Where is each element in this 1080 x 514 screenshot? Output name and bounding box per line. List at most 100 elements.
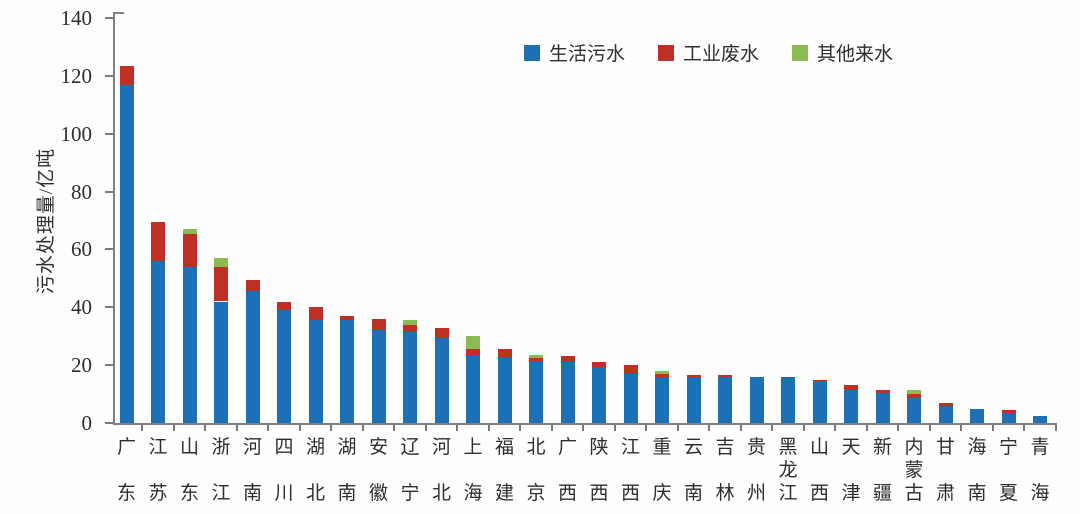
x-category-char: 北: [305, 483, 325, 504]
bar-segment-福建-工业废水: [497, 349, 512, 358]
x-category-label: 重庆: [651, 438, 673, 504]
y-tick-label: 100: [60, 121, 93, 146]
x-category-char: 北: [526, 437, 546, 458]
x-axis-line: [113, 423, 1057, 425]
x-category-char: 广: [116, 437, 136, 458]
x-category-char: 湖: [305, 437, 325, 458]
x-tick: [550, 425, 553, 431]
bar-segment-黑龙江-生活污水: [781, 378, 795, 423]
x-category-label: 新疆: [872, 438, 894, 504]
y-tick-label: 40: [71, 295, 92, 320]
x-category-char: 夏: [998, 483, 1018, 504]
bar-segment-广东-生活污水: [119, 84, 134, 423]
x-category-char: 山: [809, 437, 829, 458]
bar-segment-内蒙古-其他来水: [907, 389, 921, 395]
bar-segment-安徽-工业废水: [371, 318, 386, 331]
x-category-label: 河南: [242, 438, 264, 504]
x-category-label: 北京: [525, 438, 547, 504]
bar-segment-海南-生活污水: [970, 408, 984, 423]
bar-segment-天津-生活污水: [844, 389, 858, 423]
x-category-label: 湖北: [305, 438, 327, 504]
bar-segment-江苏-生活污水: [151, 261, 165, 423]
bar-segment-青海-生活污水: [1033, 415, 1047, 423]
bar-segment-浙江-工业废水: [214, 266, 228, 302]
x-tick: [456, 425, 459, 431]
x-category-char: 辽: [400, 437, 420, 458]
y-tick: [105, 248, 113, 251]
x-category-char: 川: [274, 483, 294, 504]
x-category-char: 河: [431, 437, 451, 458]
y-tick: [105, 17, 113, 19]
bar-segment-辽宁-其他来水: [403, 320, 417, 325]
bar-segment-上海-工业废水: [466, 349, 480, 355]
bar-segment-重庆-生活污水: [655, 376, 669, 423]
x-category-char: 宁: [400, 483, 420, 504]
x-category-label: 江西: [620, 438, 642, 504]
legend-swatch-icon: [658, 44, 674, 61]
x-category-label: 广东: [116, 438, 138, 504]
x-category-label: 山东: [179, 438, 201, 504]
x-category-label: 安徽: [368, 438, 390, 504]
bar-segment-湖北-生活污水: [308, 320, 323, 423]
x-category-char: 天: [841, 437, 861, 458]
x-tick: [393, 425, 396, 431]
x-category-label: 广西: [557, 438, 579, 504]
bar-segment-广西-生活污水: [560, 362, 575, 423]
bar-segment-山东-其他来水: [182, 229, 197, 234]
x-category-char: 四: [274, 437, 294, 458]
bar-segment-河南-生活污水: [245, 291, 260, 423]
bar-segment-陕西-工业废水: [592, 362, 606, 367]
bar-segment-新疆-生活污水: [875, 392, 890, 423]
x-category-char: 山: [179, 437, 199, 458]
x-category-label: 河北: [431, 438, 453, 504]
x-category-char: 南: [242, 483, 262, 504]
x-category-char: 古: [904, 483, 924, 504]
bar-segment-甘肃-生活污水: [938, 405, 953, 423]
x-tick: [424, 425, 427, 431]
x-category-label: 宁夏: [998, 438, 1020, 504]
legend-swatch-icon: [524, 44, 540, 61]
x-category-char: 蒙: [904, 460, 924, 481]
bar-segment-广西-工业废水: [560, 356, 575, 363]
x-category-char: 吉: [715, 437, 735, 458]
legend-label: 工业废水: [683, 44, 760, 65]
bar-segment-内蒙古-工业废水: [907, 394, 921, 399]
x-tick: [645, 425, 648, 431]
x-tick: [960, 425, 963, 431]
bar-segment-山西-工业废水: [812, 379, 827, 382]
y-axis-line: [113, 12, 115, 425]
x-tick: [897, 425, 900, 431]
bar-segment-广东-工业废水: [119, 65, 134, 85]
bar-segment-云南-生活污水: [686, 376, 701, 423]
x-tick: [739, 425, 742, 431]
x-category-label: 内蒙古: [903, 438, 925, 504]
legend-label: 其他来水: [817, 44, 894, 65]
x-category-char: 内: [904, 437, 924, 458]
x-category-char: 重: [652, 437, 672, 458]
x-category-char: 陕: [589, 437, 609, 458]
x-tick: [802, 425, 805, 431]
bar-segment-云南-工业废水: [686, 375, 701, 377]
x-category-char: 黑: [778, 437, 798, 458]
x-tick: [298, 425, 301, 431]
bar-segment-江西-生活污水: [623, 373, 638, 423]
x-tick: [267, 425, 270, 431]
x-category-char: 广: [557, 437, 577, 458]
x-category-char: 西: [589, 483, 609, 504]
bar-segment-河北-工业废水: [434, 327, 449, 338]
legend-item: 生活污水: [524, 39, 625, 66]
x-category-char: 贵: [746, 437, 766, 458]
x-category-char: 肃: [935, 483, 955, 504]
x-category-char: 安: [368, 437, 388, 458]
x-category-char: 州: [746, 483, 766, 504]
bar-segment-湖南-工业废水: [340, 315, 354, 321]
x-category-char: 北: [431, 483, 451, 504]
x-category-char: 南: [683, 483, 703, 504]
x-category-char: 江: [620, 437, 640, 458]
x-category-label: 福建: [494, 438, 516, 504]
y-tick-label: 0: [81, 411, 93, 435]
y-tick: [105, 190, 113, 193]
legend-item: 工业废水: [658, 39, 759, 66]
bar-segment-安徽-生活污水: [371, 330, 386, 423]
x-category-label: 吉林: [714, 438, 736, 504]
